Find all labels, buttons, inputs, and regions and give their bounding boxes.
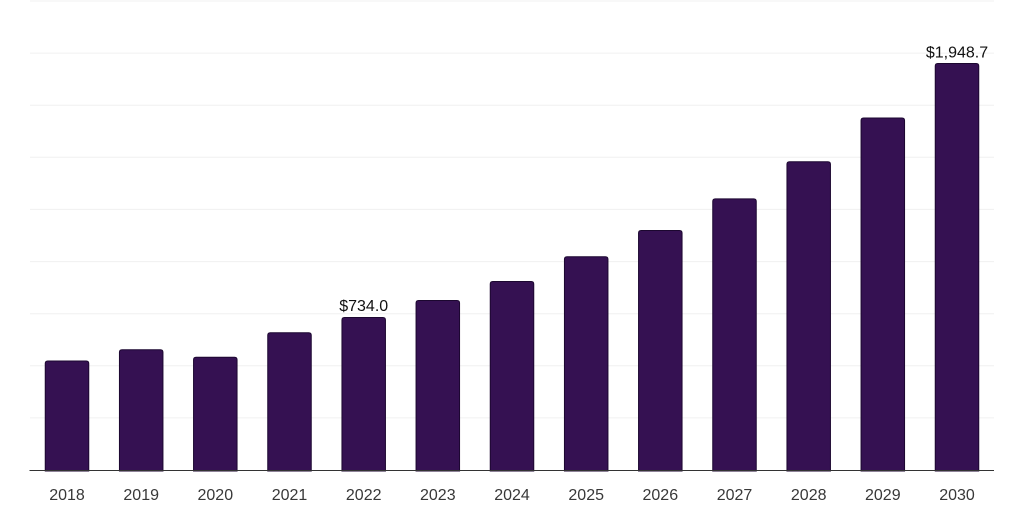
svg-text:$734.0: $734.0 bbox=[339, 298, 388, 315]
svg-text:2023: 2023 bbox=[420, 487, 456, 504]
svg-text:2022: 2022 bbox=[346, 487, 382, 504]
svg-text:2018: 2018 bbox=[49, 487, 85, 504]
svg-text:2021: 2021 bbox=[272, 487, 308, 504]
svg-text:2029: 2029 bbox=[865, 487, 901, 504]
svg-text:2028: 2028 bbox=[791, 487, 827, 504]
svg-text:2026: 2026 bbox=[643, 487, 679, 504]
svg-text:2025: 2025 bbox=[568, 487, 604, 504]
svg-text:2019: 2019 bbox=[123, 487, 159, 504]
svg-text:2024: 2024 bbox=[494, 487, 530, 504]
svg-text:2020: 2020 bbox=[198, 487, 234, 504]
svg-text:$1,948.7: $1,948.7 bbox=[926, 44, 988, 61]
svg-text:2030: 2030 bbox=[939, 487, 975, 504]
svg-text:2027: 2027 bbox=[717, 487, 753, 504]
